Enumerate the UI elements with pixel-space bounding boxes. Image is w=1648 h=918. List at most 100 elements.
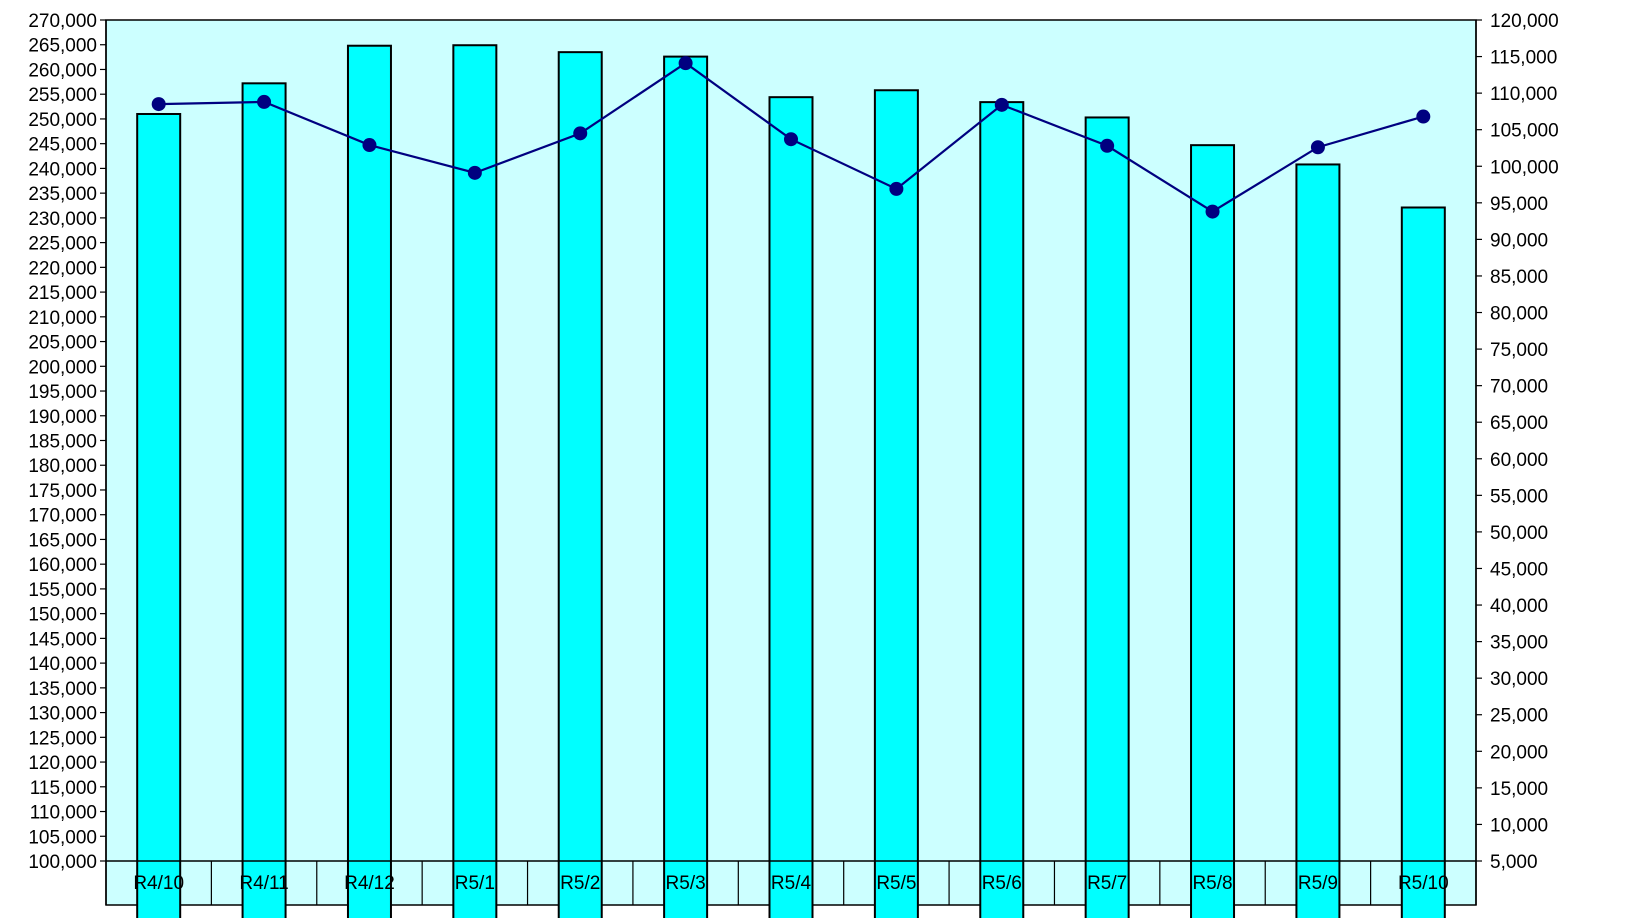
y2-tick-label: 85,000 bbox=[1490, 267, 1548, 288]
line-point-9 bbox=[1100, 138, 1115, 153]
y-tick-label: 135,000 bbox=[28, 679, 97, 700]
x-tick-label: R5/8 bbox=[1192, 873, 1232, 894]
y2-tick-label: 65,000 bbox=[1490, 413, 1548, 434]
y-tick-label: 185,000 bbox=[28, 432, 97, 453]
y-tick-label: 110,000 bbox=[30, 803, 97, 824]
y2-tick-label: 40,000 bbox=[1490, 596, 1548, 617]
bar-12 bbox=[1400, 206, 1446, 918]
x-tick-label: R4/10 bbox=[133, 873, 184, 894]
bar-3 bbox=[452, 44, 498, 918]
y-axis-right: 5,000 10,000 15,000 20,000 25,000 30,000 35,00… bbox=[1475, 11, 1559, 905]
y-tick-label: 180,000 bbox=[28, 456, 97, 477]
y2-tick-label: 70,000 bbox=[1490, 377, 1548, 398]
x-tick-label: R5/3 bbox=[666, 873, 706, 894]
bar-8 bbox=[979, 101, 1025, 918]
y2-tick-label: 45,000 bbox=[1490, 559, 1548, 580]
y-tick-label: 255,000 bbox=[28, 85, 97, 106]
y2-tick-label: 35,000 bbox=[1490, 633, 1548, 654]
x-tick-label: R5/5 bbox=[876, 873, 916, 894]
y-tick-label: 170,000 bbox=[28, 506, 97, 527]
line-point-4 bbox=[573, 126, 588, 141]
line-point-10 bbox=[1205, 204, 1220, 219]
y-tick-label: 150,000 bbox=[28, 605, 97, 626]
y-tick-label: 230,000 bbox=[28, 209, 97, 230]
y2-tick-label: 15,000 bbox=[1490, 779, 1548, 800]
y-tick-label: 140,000 bbox=[28, 654, 97, 675]
x-tick-label: R5/10 bbox=[1398, 873, 1449, 894]
line-point-0 bbox=[151, 97, 166, 112]
line-series bbox=[151, 56, 1431, 219]
line-point-2 bbox=[362, 138, 377, 153]
y-tick-label: 215,000 bbox=[28, 283, 97, 304]
line-point-11 bbox=[1310, 140, 1325, 155]
y-tick-label: 235,000 bbox=[28, 184, 97, 205]
bar-4 bbox=[557, 51, 603, 918]
y-tick-label: 210,000 bbox=[28, 308, 97, 329]
bar-2 bbox=[346, 44, 392, 918]
y-tick-label: 115,000 bbox=[30, 778, 97, 799]
y2-tick-label: 20,000 bbox=[1490, 742, 1548, 763]
line-point-6 bbox=[784, 132, 798, 147]
x-tick-label: R4/12 bbox=[344, 873, 395, 894]
line-point-3 bbox=[467, 165, 482, 180]
y2-tick-label: 25,000 bbox=[1490, 706, 1548, 727]
y2-tick-label: 5,000 bbox=[1490, 852, 1538, 873]
y-tick-label: 100,000 bbox=[28, 852, 97, 873]
y-tick-label: 145,000 bbox=[28, 629, 97, 650]
y2-tick-label: 60,000 bbox=[1490, 450, 1548, 471]
y2-tick-label: 100,000 bbox=[1490, 157, 1559, 178]
y-tick-label: 200,000 bbox=[28, 357, 97, 378]
y-tick-label: 250,000 bbox=[28, 110, 97, 131]
line-point-7 bbox=[889, 181, 904, 196]
y-tick-label: 240,000 bbox=[28, 159, 97, 180]
x-tick-label: R5/9 bbox=[1298, 873, 1338, 894]
y-tick-label: 190,000 bbox=[28, 407, 97, 428]
line-point-5 bbox=[678, 56, 693, 71]
bar-6 bbox=[768, 96, 814, 918]
y-tick-label: 245,000 bbox=[28, 135, 97, 156]
y-tick-label: 165,000 bbox=[28, 530, 97, 551]
x-tick-label: R5/6 bbox=[982, 873, 1022, 894]
y-tick-label: 125,000 bbox=[28, 728, 97, 749]
y-tick-label: 175,000 bbox=[28, 481, 97, 502]
y-axis-left: 100,000 105,000 110,000 115,000 120,000 125,0… bbox=[28, 11, 107, 905]
y2-tick-label: 30,000 bbox=[1490, 669, 1548, 690]
y2-tick-label: 55,000 bbox=[1490, 486, 1548, 507]
y-tick-label: 120,000 bbox=[28, 753, 97, 774]
y-tick-label: 265,000 bbox=[28, 36, 97, 57]
bar-5 bbox=[663, 55, 709, 918]
y2-tick-label: 10,000 bbox=[1490, 815, 1548, 836]
x-tick-label: R5/1 bbox=[455, 873, 495, 894]
y2-tick-label: 115,000 bbox=[1490, 48, 1557, 69]
x-tick-label: R5/2 bbox=[560, 873, 600, 894]
y-tick-label: 160,000 bbox=[28, 555, 97, 576]
y2-tick-label: 95,000 bbox=[1490, 194, 1548, 215]
y2-tick-label: 110,000 bbox=[1490, 84, 1557, 105]
bar-1 bbox=[241, 82, 287, 918]
y-tick-label: 270,000 bbox=[28, 11, 97, 32]
y-tick-label: 260,000 bbox=[28, 60, 97, 81]
x-tick-label: R5/7 bbox=[1087, 873, 1127, 894]
bar-9 bbox=[1084, 116, 1130, 918]
y2-tick-label: 90,000 bbox=[1490, 230, 1548, 251]
y-tick-label: 155,000 bbox=[28, 580, 97, 601]
bar-11 bbox=[1295, 163, 1341, 918]
x-tick-label: R4/11 bbox=[239, 873, 288, 894]
y-tick-label: 105,000 bbox=[28, 827, 97, 848]
y-tick-label: 205,000 bbox=[28, 333, 97, 354]
y2-tick-label: 50,000 bbox=[1490, 523, 1548, 544]
y-tick-label: 130,000 bbox=[28, 704, 97, 725]
y2-tick-label: 75,000 bbox=[1490, 340, 1548, 361]
y-tick-label: 220,000 bbox=[28, 258, 97, 279]
bar-10 bbox=[1190, 144, 1236, 918]
bar-0 bbox=[136, 112, 182, 918]
y2-tick-label: 80,000 bbox=[1490, 304, 1548, 325]
y2-tick-label: 105,000 bbox=[1490, 121, 1559, 142]
y-tick-label: 195,000 bbox=[28, 382, 97, 403]
bar-series bbox=[136, 44, 1446, 918]
line-point-8 bbox=[994, 97, 1009, 112]
x-axis: R4/10 R4/11 R4/12 R5/1 R5/2 R5/3 R5/4 R5/5 R5/6 R… bbox=[106, 860, 1476, 905]
x-tick-label: R5/4 bbox=[771, 873, 812, 894]
line-point-12 bbox=[1416, 109, 1431, 124]
